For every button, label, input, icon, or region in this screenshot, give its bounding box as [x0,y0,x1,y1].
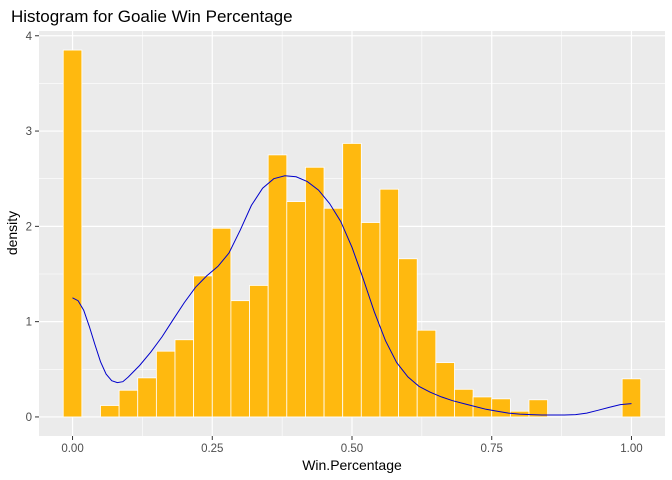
histogram-bars [62,49,642,418]
histogram-bar [342,143,362,418]
x-tick-label: 0.50 [341,443,363,455]
histogram-bar [118,389,139,418]
histogram-bar [491,398,511,418]
y-tick-label: 0 [26,412,32,424]
histogram-bar [193,275,213,418]
histogram-bar [267,154,288,418]
x-tick-label: 0.75 [481,443,503,455]
x-tick-label: 1.00 [620,443,642,455]
density-curve [72,175,632,416]
histogram-bar [174,339,195,418]
histogram-bar [156,350,176,418]
x-axis-label: Win.Percentage [302,457,402,473]
histogram-bar [249,285,269,418]
x-axis-ticks: 0.00 0.25 0.50 0.75 1.00 [61,436,643,455]
histogram-bar [62,49,83,418]
histogram-bar [528,399,548,418]
y-tick-label: 1 [26,317,32,329]
y-tick-label: 2 [26,221,32,233]
histogram-bar [230,300,250,418]
x-tick-label: 0.25 [201,443,223,455]
y-axis-ticks: 0 1 2 3 4 [26,31,39,424]
histogram-bar [435,362,455,418]
histogram-bar [379,188,399,418]
histogram-bar [100,405,120,418]
chart-title: Histogram for Goalie Win Percentage [11,7,293,26]
histogram-bar [211,227,232,418]
histogram-bar [137,377,157,418]
y-axis-label: density [4,211,20,255]
x-tick-label: 0.00 [61,443,83,455]
histogram-bar [305,166,325,418]
histogram-bar [286,201,306,418]
histogram-bar [398,258,418,418]
y-tick-label: 4 [26,31,33,43]
histogram-bar [621,378,642,418]
histogram-bar [416,329,437,418]
y-tick-label: 3 [26,126,32,138]
histogram-bar [323,207,344,418]
